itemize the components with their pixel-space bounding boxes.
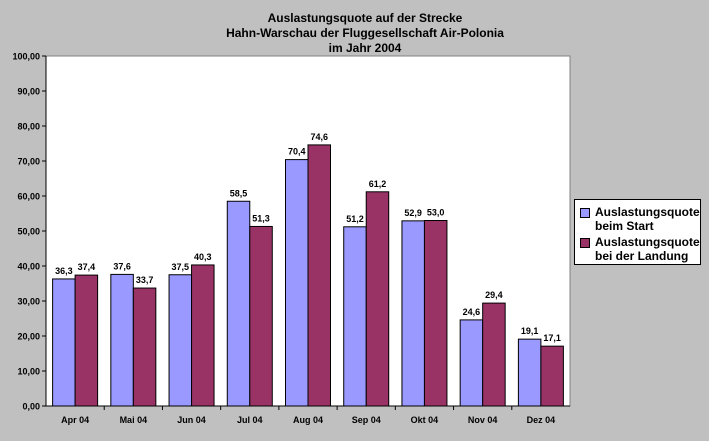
- bar: [249, 225, 273, 407]
- data-label: 70,4: [288, 147, 306, 157]
- bar: [226, 200, 251, 407]
- bar: [110, 273, 134, 407]
- legend-swatch-landing: [580, 238, 590, 248]
- x-tick-label: Aug 04: [293, 415, 323, 425]
- title-line-2: Hahn-Warschau der Fluggesellschaft Air-P…: [226, 26, 504, 40]
- legend-label-start: Auslastungsquote beim Start: [595, 205, 701, 233]
- y-tick-label: 50,00: [17, 227, 40, 237]
- bar: [423, 220, 448, 407]
- bar: [74, 274, 99, 407]
- data-label: 52,9: [404, 208, 422, 218]
- x-tick-label: Nov 04: [468, 415, 498, 425]
- y-tick-label: 20,00: [17, 332, 40, 342]
- y-tick-label: 10,00: [17, 367, 40, 377]
- y-tick-label: 40,00: [17, 262, 40, 272]
- x-tick-label: Jul 04: [237, 415, 263, 425]
- legend-label-start-line-1: Auslastungsquote: [595, 205, 700, 219]
- bar: [52, 278, 76, 407]
- chart-title: Auslastungsquote auf der Strecke Hahn-Wa…: [180, 11, 550, 56]
- bar: [132, 287, 157, 407]
- x-tick-label: Mai 04: [120, 415, 148, 425]
- data-label: 37,5: [172, 262, 190, 272]
- x-tick-label: Apr 04: [61, 415, 89, 425]
- bar: [540, 345, 564, 407]
- data-label: 53,0: [427, 208, 445, 218]
- title-line-1: Auslastungsquote auf der Strecke: [267, 11, 463, 25]
- bar: [168, 274, 193, 407]
- y-tick-label: 30,00: [17, 297, 40, 307]
- bar: [307, 144, 331, 407]
- data-label: 37,4: [78, 262, 96, 272]
- data-label: 33,7: [136, 275, 154, 285]
- y-tick-label: 100,00: [12, 52, 40, 62]
- y-tick-label: 70,00: [17, 157, 40, 167]
- legend-swatch-start: [580, 208, 590, 218]
- bar: [343, 226, 367, 407]
- data-label: 17,1: [543, 333, 561, 343]
- legend-label-landing-line-2: bei der Landung: [595, 249, 689, 263]
- legend-label-landing-line-1: Auslastungsquote: [595, 235, 700, 249]
- bar: [191, 264, 215, 407]
- data-label: 61,2: [369, 179, 387, 189]
- y-tick-label: 90,00: [17, 87, 40, 97]
- y-tick-label: 60,00: [17, 192, 40, 202]
- data-label: 40,3: [194, 252, 212, 262]
- data-label: 19,1: [521, 326, 539, 336]
- x-tick-label: Sep 04: [352, 415, 381, 425]
- y-tick-label: 0,00: [22, 402, 40, 412]
- legend: Auslastungsquote beim Start Auslastungsq…: [574, 199, 701, 265]
- title-line-3: im Jahr 2004: [328, 41, 402, 55]
- data-label: 74,6: [310, 132, 328, 142]
- bar: [517, 338, 542, 407]
- data-label: 29,4: [485, 290, 503, 300]
- data-label: 24,6: [463, 307, 481, 317]
- legend-label-start-line-2: beim Start: [595, 219, 654, 233]
- bar: [401, 220, 425, 407]
- bar: [482, 302, 506, 407]
- x-tick-label: Dez 04: [527, 415, 556, 425]
- data-label: 36,3: [55, 266, 73, 276]
- data-label: 37,6: [113, 261, 131, 271]
- bar: [285, 159, 309, 407]
- y-tick-label: 80,00: [17, 122, 40, 132]
- x-tick-label: Okt 04: [411, 415, 439, 425]
- x-tick-label: Jun 04: [177, 415, 206, 425]
- legend-label-landing: Auslastungsquote bei der Landung: [595, 235, 701, 263]
- bar: [365, 191, 390, 407]
- data-label: 58,5: [230, 188, 248, 198]
- bar: [459, 319, 484, 407]
- data-label: 51,2: [346, 214, 364, 224]
- data-label: 51,3: [252, 213, 270, 223]
